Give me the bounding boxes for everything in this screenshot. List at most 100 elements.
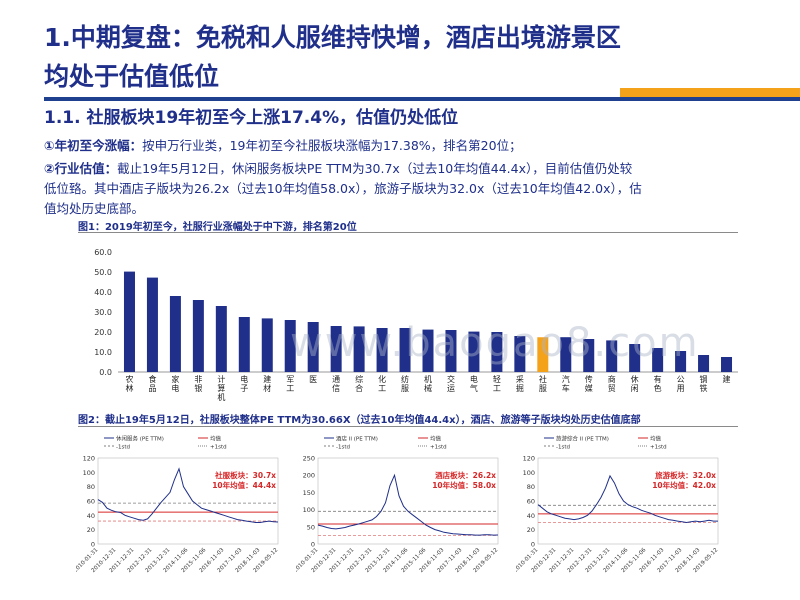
annotation-text: 旅游板块：32.0x — [655, 470, 716, 480]
x-tick-label: 钢 — [700, 374, 708, 384]
bar-医药 — [307, 322, 319, 372]
x-tick-label: 用 — [677, 384, 685, 393]
x-tick-label: 电 — [171, 383, 179, 393]
x-tick-label: 掘 — [516, 384, 524, 393]
x-tick-label: 计 — [217, 374, 225, 384]
y-tick-label: 60.0 — [94, 248, 112, 257]
x-tick-label: 铁 — [700, 383, 708, 393]
y-tick-label: 20 — [87, 526, 95, 534]
accent-bar-blue — [44, 97, 800, 101]
x-tick-label: 信 — [332, 383, 340, 393]
x-tick-label: 纺 — [401, 374, 409, 384]
bar-纺服 — [399, 328, 411, 372]
line-chart-tourism: 旅游综合 II (PE TTM) 均值 -1std +1std 0 20 40 60 80 100… — [516, 435, 719, 575]
bar-机械 — [422, 329, 434, 372]
bar-电子 — [238, 317, 250, 372]
legend-entry: +1std — [430, 445, 447, 451]
y-tick-label: 30.0 — [94, 308, 112, 317]
y-tick-label: 0 — [531, 541, 535, 549]
annotation-text: 酒店板块：26.2x — [435, 470, 496, 480]
x-tick-label: 采 — [516, 374, 524, 384]
bar-建筑 — [721, 357, 733, 372]
x-tick-label: 农 — [125, 374, 133, 384]
bar-传媒 — [583, 339, 595, 372]
bar-商贸 — [606, 340, 618, 372]
figure-1-title: 图1：2019年初至今，社服行业涨幅处于中下游，排名第20位 — [78, 222, 357, 233]
y-tick-label: 50.0 — [94, 268, 112, 277]
y-tick-label: 40 — [87, 512, 95, 520]
x-tick-label: 工 — [286, 384, 294, 393]
section-title: 1.1. 社服板块19年初至今上涨17.4%，估值仍处低位 — [44, 108, 459, 128]
bar-汽车 — [560, 337, 572, 372]
plot-frame — [537, 457, 719, 545]
x-tick-label: 服 — [401, 384, 409, 393]
x-tick-label: 军 — [286, 375, 294, 384]
legend-entry: -1std — [556, 445, 570, 451]
y-tick-label: 60 — [527, 498, 535, 506]
paragraph-1-text: 按申万行业类，19年初至今社服板块涨幅为17.38%，排名第20位； — [142, 138, 522, 153]
x-tick-label: 建 — [263, 374, 271, 384]
legend-entry: 休闲服务 (PE TTM) — [116, 435, 164, 443]
annotation-text: 10年均值：44.4x — [212, 480, 276, 490]
figure-1-divider — [78, 232, 738, 233]
bar-计算机 — [215, 306, 227, 372]
y-tick-label: 100 — [303, 506, 315, 514]
x-tick-label: 服 — [539, 384, 547, 393]
paragraph-2-text-1: 截止19年5月12日，休闲服务板块PE TTM为30.7x（过去10年均值44.… — [117, 161, 633, 176]
x-tick-label: 工 — [493, 384, 501, 393]
x-tick-label: 交 — [447, 374, 455, 384]
x-tick-label: 运 — [447, 384, 455, 393]
line-chart-leisure-services: 休闲服务 (PE TTM) 均值 -1std +1std 0 20 40 60 80 100 120… — [76, 435, 279, 575]
y-tick-label: 120 — [83, 455, 95, 463]
bar-非银 — [192, 300, 204, 372]
pe-series-line — [537, 474, 718, 524]
bar-通信 — [330, 326, 342, 372]
bar-建材 — [261, 318, 273, 372]
y-tick-label: 80 — [527, 483, 535, 491]
y-tick-label: 10.0 — [94, 348, 112, 357]
y-tick-label: 40 — [527, 512, 535, 520]
annotation-text: 10年均值：42.0x — [652, 480, 716, 490]
paragraph-2-line-3: 值均处历史底部。 — [44, 201, 145, 216]
x-tick-label: 公 — [677, 375, 685, 384]
bar-交运 — [445, 330, 457, 372]
bar-轻工 — [491, 332, 503, 372]
legend-entry: 均值 — [210, 435, 222, 443]
plot-frame — [97, 457, 279, 545]
x-tick-label: 社 — [539, 374, 547, 384]
y-tick-label: 20.0 — [94, 328, 112, 337]
page-title-line1: 1.中期复盘：免税和人服维持快增，酒店出境游景区 — [44, 23, 621, 52]
x-tick-label: 化 — [378, 374, 386, 384]
y-tick-label: 200 — [303, 472, 315, 480]
y-tick-label: 100 — [83, 469, 95, 477]
x-tick-label: 合 — [355, 383, 363, 393]
paragraph-1: ①年初至今涨幅：按申万行业类，19年初至今社服板块涨幅为17.38%，排名第20… — [44, 135, 522, 154]
bar-家电 — [169, 296, 181, 372]
page-title-line2: 均处于估值低位 — [44, 62, 220, 91]
x-tick-label: 银 — [194, 383, 202, 393]
x-tick-label: 建 — [723, 374, 731, 384]
legend-entry: -1std — [116, 445, 130, 451]
bar-有色 — [652, 348, 664, 372]
x-tick-label: 医 — [309, 375, 317, 384]
x-tick-label: 械 — [424, 383, 432, 393]
x-tick-label: 色 — [654, 383, 662, 393]
paragraph-2-line-2: 低位臵。其中酒店子版块为26.2x（过去10年均值58.0x），旅游子版块为32… — [44, 181, 642, 196]
annotation-text: 10年均值：58.0x — [432, 480, 496, 490]
bar-公用 — [675, 351, 687, 372]
x-tick-label: 工 — [378, 384, 386, 393]
paragraph-2-label: ②行业估值： — [44, 161, 118, 176]
y-tick-label: 40.0 — [94, 288, 112, 297]
pe-series-line — [97, 467, 279, 523]
x-tick-label: 品 — [148, 384, 156, 393]
x-tick-label: 机 — [217, 392, 225, 402]
pe-series-line — [317, 473, 499, 536]
bar-钢铁 — [698, 355, 710, 372]
bar-食品 — [146, 277, 158, 372]
bar-化工 — [376, 328, 388, 372]
bar-chart: 0.010.020.030.040.050.060.0农林食品家电非银计算机电子… — [94, 248, 738, 402]
x-tick-label: 算 — [217, 383, 225, 393]
x-tick-label: 有 — [654, 374, 662, 384]
y-tick-label: 50 — [307, 523, 315, 531]
x-tick-label: 传 — [585, 374, 593, 384]
